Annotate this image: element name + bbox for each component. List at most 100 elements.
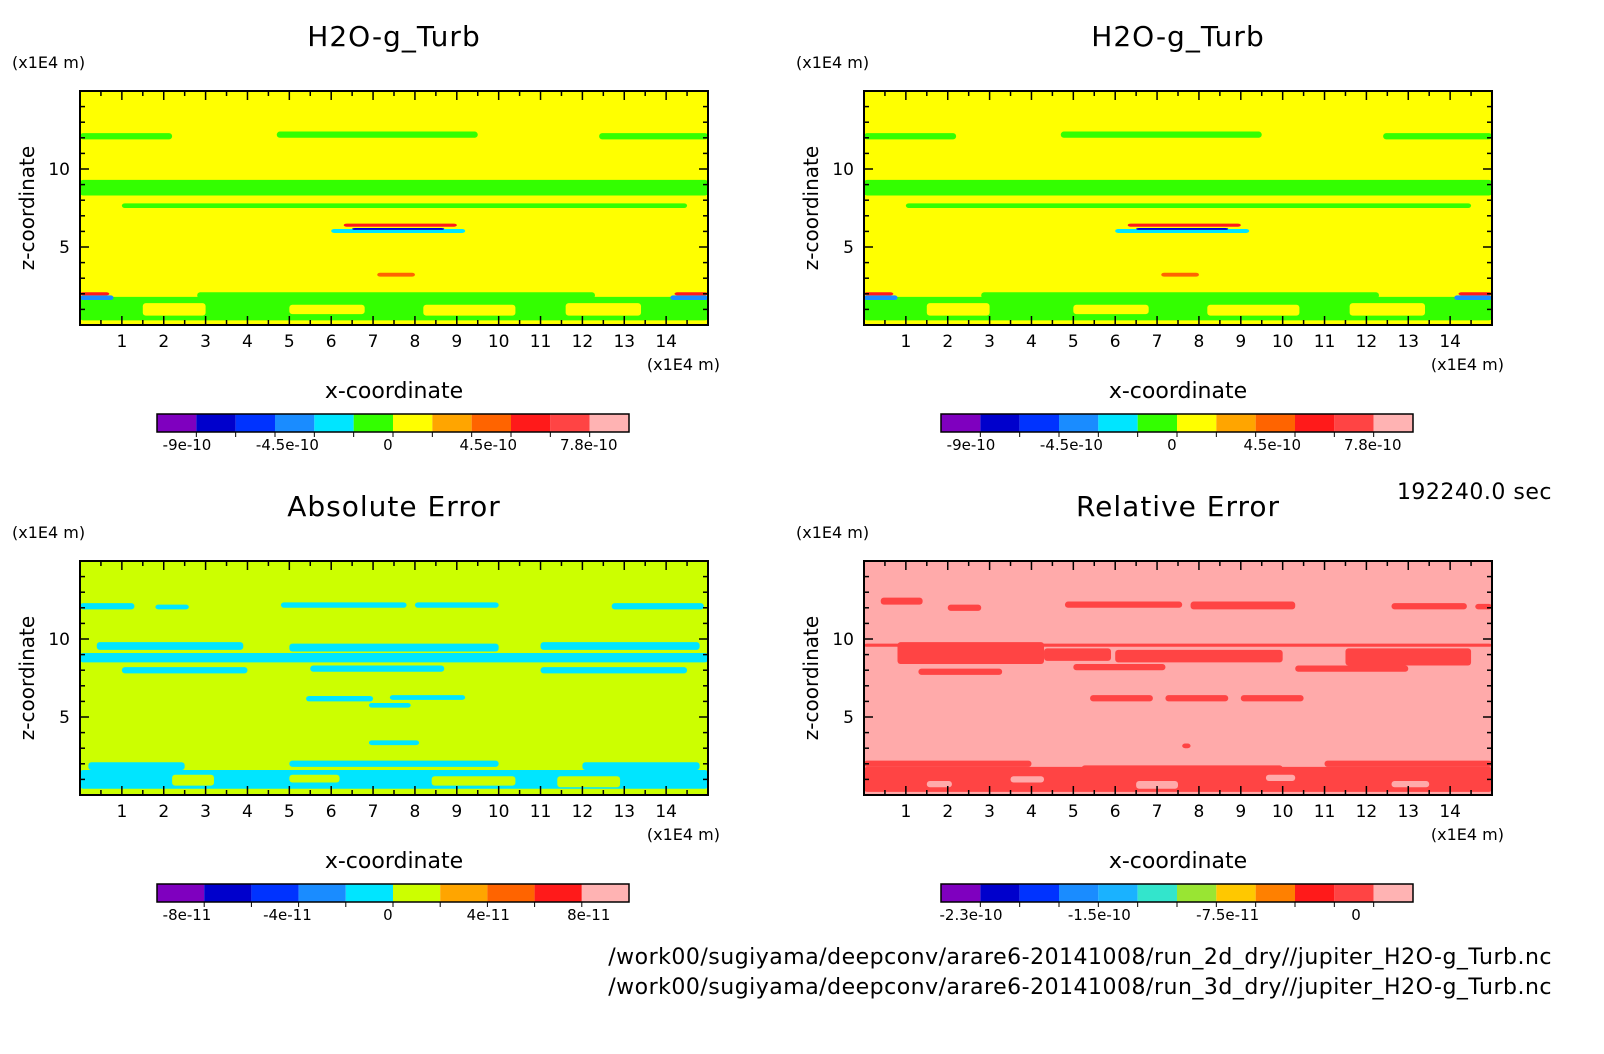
x-tick-label: 4 [242, 802, 253, 822]
x-tick-label: 5 [284, 802, 295, 822]
contour-region [1265, 774, 1296, 781]
contour-region [377, 272, 415, 277]
contour-region [864, 179, 1492, 196]
field-contours [864, 131, 1492, 321]
contour-region [864, 295, 898, 301]
x-tick-label: 12 [1356, 332, 1378, 352]
colorbar: -9e-10 -4.5e-10 0 4.5e-10 7.8e-10 [940, 413, 1414, 454]
contour-region [864, 760, 1032, 767]
x-tick-label: 10 [488, 332, 510, 352]
contour-region [926, 303, 990, 316]
field-contours [864, 597, 1492, 792]
y-tick-label: 5 [843, 238, 854, 258]
contour-region [96, 642, 244, 650]
x-tick-label: 12 [1356, 802, 1378, 822]
x-tick-label: 1 [900, 332, 911, 352]
x-tick-label: 3 [200, 332, 211, 352]
contour-region [343, 223, 457, 227]
x-axis-label: x-coordinate [325, 849, 463, 874]
colorbar-segment [1059, 884, 1099, 902]
colorbar-label: -9e-10 [947, 436, 996, 454]
contour-region [905, 203, 1472, 208]
contour-region [352, 227, 445, 230]
contour-region [1073, 663, 1166, 671]
y-axis-label: z-coordinate [15, 146, 39, 270]
contour-region [121, 203, 688, 208]
colorbar-label: -4.5e-10 [256, 436, 319, 454]
contour-region [423, 304, 516, 316]
x-tick-label: 14 [1439, 802, 1461, 822]
x-tick-label: 14 [655, 332, 677, 352]
contour-region [926, 780, 952, 788]
colorbar: -8e-11 -4e-11 0 4e-11 8e-11 [156, 883, 630, 924]
colorbar-segment [1098, 414, 1138, 432]
colorbar-label: 4.5e-10 [460, 436, 518, 454]
colorbar-label: 7.8e-10 [560, 436, 618, 454]
colorbar-segment [511, 414, 551, 432]
contour-region [289, 760, 499, 767]
x-tick-label: 12 [572, 332, 594, 352]
x-tick-label: 1 [900, 802, 911, 822]
contour-region [1165, 695, 1229, 702]
colorbar-label: -4.5e-10 [1040, 436, 1103, 454]
colorbar-segment [393, 414, 433, 432]
contour-region [1383, 133, 1492, 140]
x-tick-label: 10 [1272, 332, 1294, 352]
contour-region [80, 295, 114, 301]
x-tick-label: 5 [1068, 802, 1079, 822]
x-tick-label: 11 [1314, 802, 1336, 822]
chart-title: H2O-g_Turb [1091, 20, 1264, 53]
contour-region [414, 602, 499, 608]
contour-region [864, 643, 1492, 647]
y-tick-label: 5 [59, 238, 70, 258]
contour-region [897, 642, 1045, 664]
contour-region [1136, 227, 1229, 230]
x-tick-label: 11 [530, 332, 552, 352]
plot-background [864, 561, 1492, 795]
contour-region [88, 762, 185, 771]
y-axis-label: z-coordinate [15, 616, 39, 740]
contour-region [1115, 649, 1283, 663]
contour-region [670, 295, 708, 301]
contour-region [1182, 743, 1191, 749]
chart-title: Relative Error [1076, 490, 1280, 523]
y-tick-label: 5 [59, 708, 70, 728]
colorbar-label: -1.5e-10 [1068, 906, 1131, 924]
contour-region [280, 602, 407, 608]
x-tick-label: 2 [158, 332, 169, 352]
contour-region [80, 133, 173, 140]
colorbar-label: 7.8e-10 [1344, 436, 1402, 454]
plot-background [80, 561, 708, 795]
colorbar-label: 8e-11 [567, 906, 610, 924]
contour-region [80, 292, 110, 296]
colorbar-segment [314, 414, 354, 432]
contour-region [1345, 648, 1472, 666]
colorbar-segment [1334, 884, 1374, 902]
colorbar: -9e-10 -4.5e-10 0 4.5e-10 7.8e-10 [156, 413, 630, 454]
y-tick-label: 10 [832, 160, 854, 180]
contour-region [80, 603, 135, 610]
x-tick-label: 10 [488, 802, 510, 822]
x-unit-label: (x1E4 m) [1431, 825, 1504, 844]
y-unit-label: (x1E4 m) [796, 523, 869, 542]
x-tick-label: 10 [1272, 802, 1294, 822]
contour-region [1207, 304, 1300, 316]
x-unit-label: (x1E4 m) [647, 355, 720, 374]
colorbar-segment [1137, 884, 1177, 902]
colorbar-segment [393, 884, 441, 902]
colorbar-label: 0 [1167, 436, 1177, 454]
colorbar-segment [941, 884, 981, 902]
x-tick-label: 9 [451, 332, 462, 352]
colorbar-segment [1295, 884, 1335, 902]
contour-region [289, 643, 499, 652]
x-tick-label: 5 [1068, 332, 1079, 352]
contour-region [540, 642, 700, 650]
contour-region [197, 292, 595, 299]
x-tick-label: 6 [326, 802, 337, 822]
contour-region [121, 667, 248, 674]
colorbar-label: -4e-11 [263, 906, 312, 924]
colorbar-label: -2.3e-10 [940, 906, 1003, 924]
colorbar-segment [275, 414, 315, 432]
contour-region [1136, 780, 1178, 789]
